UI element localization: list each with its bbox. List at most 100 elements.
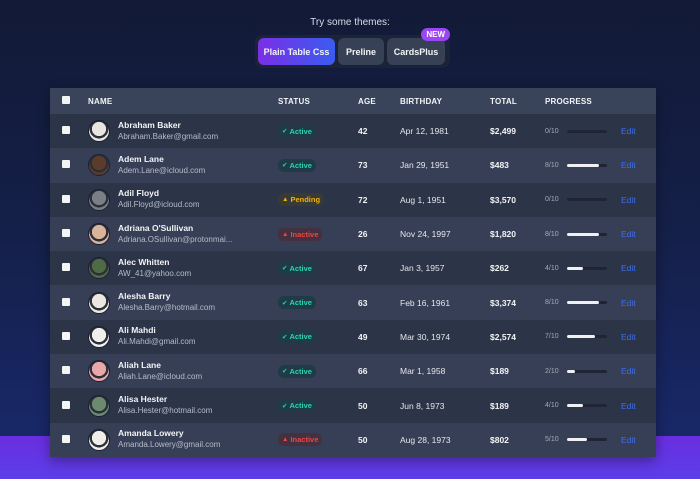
progress-cell: 7/10 [545,333,621,340]
progress-label: 2/10 [545,367,559,375]
progress-bar [567,129,607,133]
user-name: Ali Mahdi [118,325,156,336]
status-label: Active [289,298,312,308]
theme-button-label: Preline [345,46,376,57]
progress-bar [567,404,607,408]
row-checkbox[interactable] [62,229,70,238]
progress-bar-fill [567,404,583,408]
age-cell: 50 [358,434,368,445]
edit-link[interactable]: Edit [621,297,636,308]
user-email: Adem.Lane@icloud.com [118,165,206,175]
progress-bar-fill [567,335,595,339]
edit-link[interactable]: Edit [621,400,636,411]
avatar [88,394,110,417]
row-checkbox[interactable] [62,160,70,169]
user-cell: Ali Mahdi Ali.Mahdi@gmail.com [88,325,278,348]
table-row: Amanda Lowery Amanda.Lowery@gmail.com ▲ … [50,422,656,457]
status-label: Active [289,366,312,376]
edit-link[interactable]: Edit [621,126,636,137]
table-row: Aliah Lane Aliah.Lane@icloud.com ✔ Activ… [50,354,656,389]
user-cell: Alisa Hester Alisa.Hester@hotmail.com [88,394,278,417]
theme-button-plain-table-css[interactable]: Plain Table Css [258,38,335,65]
user-email: Alesha.Barry@hotmail.com [118,303,216,313]
status-label: Active [289,263,312,273]
table-row: Adriana O'Sullivan Adriana.OSullivan@pro… [50,216,656,252]
total-cell: $1,820 [490,229,516,240]
row-checkbox[interactable] [62,434,70,443]
theme-button-cardsplus[interactable]: CardsPlus NEW [387,28,450,65]
check-circle-icon: ✔ [282,402,288,410]
users-table-container: NAME STATUS AGE BIRTHDAY TOTAL PROGRESS … [50,88,656,457]
new-badge: NEW [421,28,450,41]
progress-label: 5/10 [545,436,559,444]
edit-link[interactable]: Edit [621,229,636,240]
status-badge: ✔ Active [278,364,316,378]
progress-label: 0/10 [545,196,559,204]
avatar [88,360,110,383]
status-label: Active [289,401,312,411]
avatar [88,257,110,280]
status-badge: ▲ Inactive [278,433,323,447]
total-cell: $2,499 [490,126,516,137]
birthday-cell: Jan 3, 1957 [400,263,445,274]
avatar [88,188,110,211]
user-name: Alisa Hester [118,394,168,405]
age-cell: 63 [358,297,368,308]
progress-bar [567,198,607,202]
header-status[interactable]: STATUS [278,96,311,106]
user-name: Adil Floyd [118,188,160,199]
header-birthday[interactable]: BIRTHDAY [400,96,443,106]
edit-link[interactable]: Edit [621,366,636,377]
user-cell: Amanda Lowery Amanda.Lowery@gmail.com [88,428,278,451]
progress-cell: 2/10 [545,368,621,375]
edit-link[interactable]: Edit [621,434,636,445]
users-table: NAME STATUS AGE BIRTHDAY TOTAL PROGRESS … [50,88,656,457]
birthday-cell: Mar 1, 1958 [400,366,446,377]
row-checkbox[interactable] [62,194,70,203]
birthday-cell: Jun 8, 1973 [400,400,445,411]
select-all-checkbox[interactable] [62,96,70,104]
row-checkbox[interactable] [62,126,70,135]
theme-button-preline[interactable]: Preline [338,38,384,65]
age-cell: 66 [358,366,368,377]
header-progress[interactable]: PROGRESS [545,96,592,106]
edit-link[interactable]: Edit [621,160,636,171]
progress-bar [567,232,607,236]
avatar [88,223,110,246]
theme-selector-title: Try some themes: [310,17,390,28]
row-checkbox[interactable] [62,366,70,375]
progress-cell: 8/10 [545,162,621,169]
table-header-row: NAME STATUS AGE BIRTHDAY TOTAL PROGRESS [50,88,656,114]
header-total[interactable]: TOTAL [490,96,517,106]
birthday-cell: Feb 16, 1961 [400,297,451,308]
birthday-cell: Apr 12, 1981 [400,126,449,137]
user-cell: Aliah Lane Aliah.Lane@icloud.com [88,360,278,383]
table-row: Adem Lane Adem.Lane@icloud.com ✔ Active … [50,148,656,183]
table-row: Alesha Barry Alesha.Barry@hotmail.com ✔ … [50,285,656,320]
status-badge: ✔ Active [278,158,316,172]
status-badge: ✔ Active [278,261,316,275]
edit-link[interactable]: Edit [621,263,636,274]
row-checkbox[interactable] [62,297,70,306]
age-cell: 50 [358,400,368,411]
row-checkbox[interactable] [62,331,70,340]
status-label: Inactive [290,435,319,445]
check-circle-icon: ✔ [282,265,288,273]
header-age[interactable]: AGE [358,96,376,106]
total-cell: $189 [490,400,509,411]
total-cell: $802 [490,434,509,445]
user-name: Alesha Barry [118,291,171,302]
row-checkbox[interactable] [62,400,70,409]
theme-button-label: Plain Table Css [263,46,330,57]
progress-cell: 0/10 [545,128,621,135]
progress-cell: 4/10 [545,402,621,409]
total-cell: $262 [490,263,509,274]
avatar [88,325,110,348]
header-name[interactable]: NAME [88,96,113,106]
avatar [88,428,110,451]
edit-link[interactable]: Edit [621,331,636,342]
progress-label: 0/10 [545,127,559,135]
edit-link[interactable]: Edit [621,194,636,205]
row-checkbox[interactable] [62,263,70,272]
progress-cell: 8/10 [545,299,621,306]
